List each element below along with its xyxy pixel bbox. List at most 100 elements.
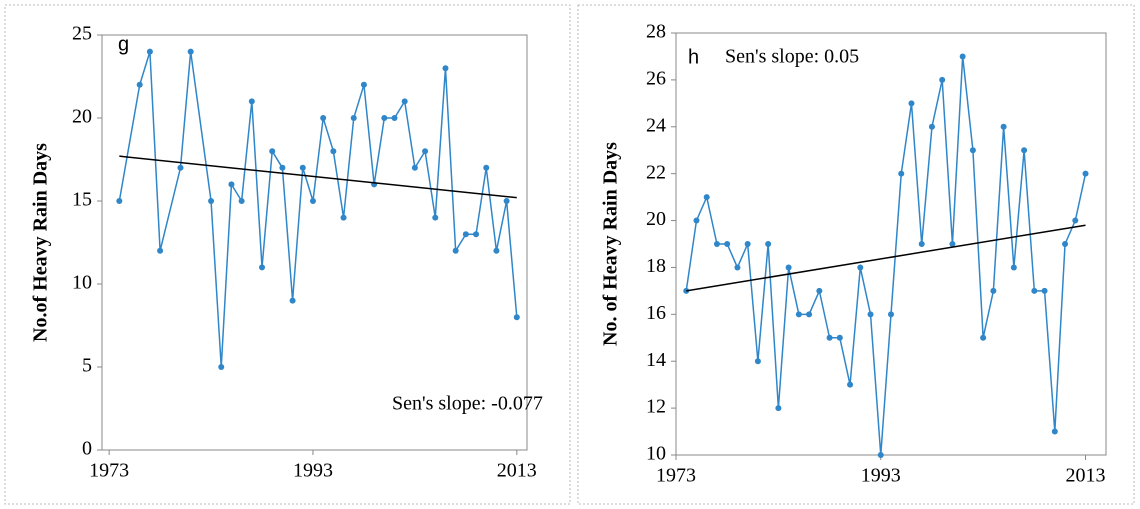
data-point [806,311,813,318]
data-point [442,65,449,72]
data-point [990,287,997,294]
data-point [320,115,327,121]
y-tick-label: 22 [646,161,666,183]
data-point [116,198,123,204]
data-point [1031,287,1038,294]
data-point [785,264,792,271]
data-point [1072,217,1079,224]
data-point [208,198,215,204]
data-point [462,231,469,238]
data-point [898,170,905,177]
data-point [452,247,459,254]
data-point [713,241,720,247]
data-point [299,164,306,171]
data-point [218,364,225,370]
data-point [969,147,976,154]
y-axis-label: No. of Heavy Rain Days [600,142,622,346]
y-tick-label: 14 [646,349,666,371]
y-tick-label: 10 [646,443,666,465]
y-tick-label: 28 [646,21,666,43]
data-point [391,115,398,121]
data-point [350,115,357,121]
y-tick-label: 20 [72,106,92,128]
data-point [309,198,316,204]
data-point [826,334,833,341]
data-point [473,231,480,238]
y-tick-label: 10 [72,272,92,294]
y-tick-label: 15 [72,189,92,211]
x-tick-label: 1993 [293,460,333,482]
data-point [1082,170,1089,177]
y-tick-label: 24 [646,114,666,136]
data-point [259,264,266,271]
data-point [836,334,843,341]
x-tick-label: 2013 [497,460,537,482]
data-point [918,241,925,247]
data-point [1062,241,1069,247]
data-point [939,76,946,83]
data-point [228,181,235,188]
x-tick-label: 1993 [861,465,901,487]
slope-annotation: Sen's slope: -0.077 [392,393,543,415]
data-point [157,247,164,254]
data-point [857,264,864,271]
data-point [279,164,286,171]
x-tick-label: 1973 [656,465,696,487]
data-point [980,334,987,341]
data-point [908,100,915,107]
data-point [724,241,731,247]
data-point [693,217,700,224]
panel-border [577,4,1135,505]
data-point [493,247,500,254]
data-point [1051,428,1058,435]
data-point [1021,147,1028,154]
data-point [754,358,761,365]
data-point [401,98,408,105]
x-tick-label: 1973 [89,460,129,482]
y-tick-label: 18 [646,255,666,277]
data-point [411,164,418,171]
trend-line [686,224,1086,292]
data-point [513,314,520,321]
data-point [483,164,490,171]
data-point [432,214,439,221]
data-line [118,51,518,368]
data-point [340,214,347,221]
data-point [269,148,276,155]
data-point [422,148,429,155]
data-point [928,123,935,130]
data-point [765,241,772,247]
x-tick-label: 2013 [1066,465,1106,487]
data-point [136,81,143,88]
y-axis-label: No.of Heavy Rain Days [30,143,52,342]
data-point [959,53,966,60]
data-point [177,164,184,171]
data-point [146,48,153,55]
data-point [734,264,741,271]
data-point [888,311,894,318]
panel-letter: g [118,33,129,55]
data-point [795,311,802,318]
data-point [877,452,884,458]
data-point [703,194,710,201]
data-line [685,56,1087,456]
data-point [360,81,367,88]
panel-letter: h [688,46,699,68]
data-point [238,198,245,204]
data-point [816,287,823,294]
plot-frame [675,32,1107,456]
data-point [867,311,874,318]
data-point [847,381,854,388]
panel-border [4,4,571,505]
data-point [187,48,194,55]
y-tick-label: 16 [646,302,666,324]
slope-annotation: Sen's slope: 0.05 [725,46,859,68]
y-tick-label: 5 [82,355,92,377]
y-tick-label: 25 [72,23,92,45]
trend-line [119,155,517,199]
y-tick-label: 12 [646,396,666,418]
y-tick-label: 20 [646,208,666,230]
data-point [949,241,956,247]
data-point [775,405,782,412]
data-point [330,148,337,155]
